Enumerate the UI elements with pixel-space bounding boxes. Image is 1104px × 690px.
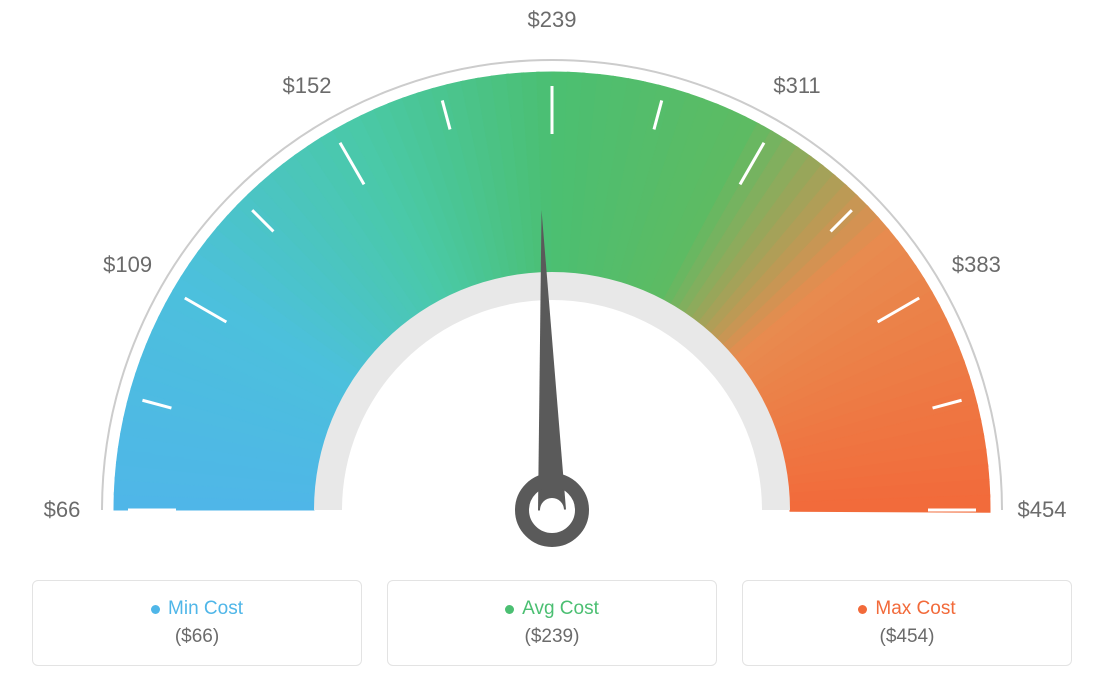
- gauge-tick-label: $66: [44, 497, 81, 523]
- legend-row: Min Cost ($66) Avg Cost ($239) Max Cost …: [0, 580, 1104, 666]
- dot-icon: [151, 605, 160, 614]
- legend-title-max: Max Cost: [858, 598, 955, 620]
- legend-value-max: ($454): [880, 626, 935, 648]
- legend-title-min: Min Cost: [151, 598, 243, 620]
- legend-card-avg: Avg Cost ($239): [387, 580, 717, 666]
- legend-title-text: Max Cost: [875, 598, 955, 620]
- gauge-chart: $66 $109 $152 $239 $311 $383 $454: [0, 0, 1104, 560]
- gauge-tick-label: $109: [103, 252, 152, 278]
- legend-card-max: Max Cost ($454): [742, 580, 1072, 666]
- legend-title-text: Avg Cost: [522, 598, 599, 620]
- gauge-tick-label: $383: [952, 252, 1001, 278]
- dot-icon: [505, 605, 514, 614]
- legend-card-min: Min Cost ($66): [32, 580, 362, 666]
- dot-icon: [858, 605, 867, 614]
- gauge-tick-label: $454: [1018, 497, 1067, 523]
- gauge-tick-label: $239: [528, 7, 577, 33]
- gauge-tick-label: $311: [773, 73, 820, 99]
- legend-value-min: ($66): [175, 626, 219, 648]
- legend-title-text: Min Cost: [168, 598, 243, 620]
- gauge-tick-label: $152: [283, 73, 332, 99]
- legend-value-avg: ($239): [525, 626, 580, 648]
- gauge-svg: [0, 0, 1104, 560]
- legend-title-avg: Avg Cost: [505, 598, 599, 620]
